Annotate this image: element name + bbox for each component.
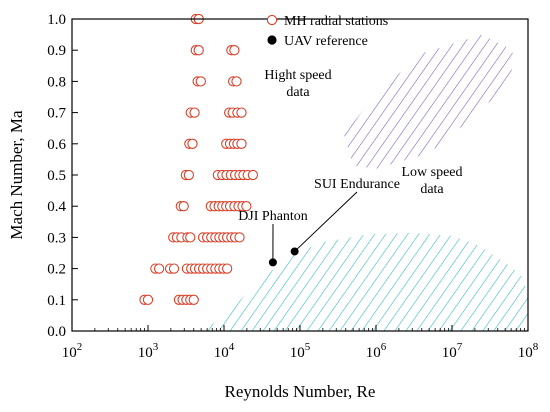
y-tick-label: 0.9 [47, 43, 66, 59]
x-axis-title: Reynolds Number, Re [225, 382, 376, 401]
regions-layer [197, 34, 528, 331]
region-label-low-speed-data: Low speed [401, 165, 462, 180]
y-tick-label: 0.8 [47, 74, 66, 90]
mh-radial-station-point [195, 76, 206, 87]
mh-radial-station-point [178, 201, 189, 212]
y-tick-label: 0.7 [47, 106, 66, 122]
legend-marker-open-circle [266, 14, 278, 26]
x-tick-label: 106 [366, 341, 387, 361]
mh-radial-station-point [187, 138, 198, 149]
x-tick-label: 105 [290, 341, 311, 361]
legend-label-mh-radial-stations: MH radial stations [284, 14, 388, 29]
ticks-layer: 102 103 104 105 106 107 108 0.0 0.1 0.2 0.3 0.4 0.5 0… [47, 12, 539, 361]
annotation-dji-phanton: DJI Phanton [238, 209, 308, 224]
mh-radial-station-point [221, 263, 233, 274]
mh-radial-station-point [153, 263, 165, 274]
mh-radial-station-point [168, 263, 180, 274]
annotation-leader-sui-endurance [294, 191, 358, 252]
mh-radial-station-point [241, 201, 252, 212]
y-axis-title: Mach Number, Ma [7, 110, 26, 240]
x-tick-label: 108 [518, 341, 539, 361]
y-tick-label: 1.0 [47, 12, 66, 28]
annotations-layer: DJI Phanton SUI Endurance [238, 177, 400, 263]
points-layer [139, 13, 299, 305]
mh-radial-station-point [236, 138, 247, 149]
legend: MH radial stations UAV reference [266, 14, 388, 49]
y-tick-label: 0.5 [47, 168, 66, 184]
x-tick-label: 104 [214, 341, 235, 361]
region-label-hight-speed-data: data [286, 85, 310, 100]
mh-radial-station-point [142, 294, 154, 305]
mh-radial-station-point [234, 232, 245, 243]
mh-radial-station-point [236, 107, 247, 118]
region-labels: Hight speed data Low speed data [264, 68, 462, 197]
region-low-speed-data [197, 232, 528, 331]
y-tick-label: 0.0 [47, 324, 66, 340]
mh-radial-station-point [185, 232, 196, 243]
mh-radial-station-point [188, 294, 199, 305]
x-tick-label: 107 [442, 341, 463, 361]
y-tick-label: 0.1 [47, 293, 66, 309]
x-tick-label: 102 [62, 341, 83, 361]
mh-radial-station-point [193, 45, 204, 56]
mh-radial-station-point [229, 45, 240, 56]
y-tick-label: 0.3 [47, 230, 66, 246]
region-label-hight-speed-data: Hight speed [264, 68, 331, 83]
mh-radial-station-point [183, 169, 195, 181]
y-tick-label: 0.6 [47, 137, 66, 153]
y-tick-label: 0.4 [47, 199, 66, 215]
region-label-low-speed-data: data [420, 182, 444, 197]
mh-radial-station-point [231, 76, 242, 87]
region-hight-speed-data [344, 34, 513, 169]
x-tick-label: 103 [138, 341, 159, 361]
legend-label-uav-reference: UAV reference [284, 34, 368, 49]
annotation-sui-endurance: SUI Endurance [314, 177, 400, 192]
mh-radial-station-point [189, 107, 200, 118]
mh-radial-station-point [247, 169, 259, 181]
legend-marker-filled-circle [267, 35, 277, 45]
y-tick-label: 0.2 [47, 262, 66, 278]
